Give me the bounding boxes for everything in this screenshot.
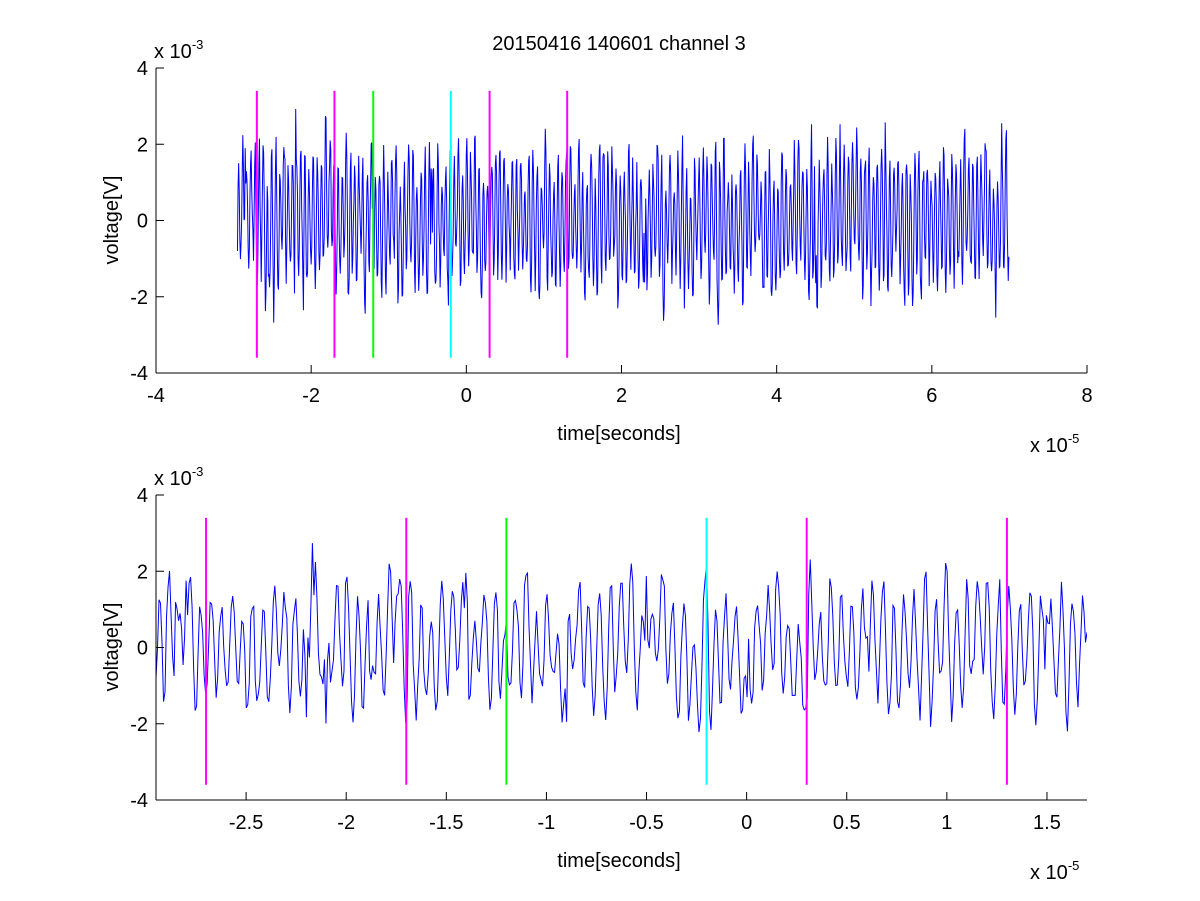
plot-area-bottom: [156, 517, 1087, 785]
x-tick-label-bottom-3: -1.5: [429, 812, 463, 834]
y-tick-label-bottom-1: 2: [137, 561, 148, 583]
y-tick-label-top-1: 2: [137, 134, 148, 156]
ylabel-bottom: voltage[V]: [101, 603, 123, 692]
y-multiplier-bottom-base: x 10: [154, 468, 192, 490]
x-multiplier-bottom-exp: -5: [1068, 858, 1080, 873]
y-tick-label-top-0: 4: [137, 58, 148, 80]
y-multiplier-bottom-exp: -3: [192, 464, 204, 479]
y-tick-label-bottom-3: -2: [130, 714, 148, 736]
plot-area-top: [236, 90, 1010, 358]
axes-bottom: voltage[V] time[seconds] x 10-3 x 10-5 -…: [101, 464, 1087, 884]
x-tick-label-bottom-8: 1: [941, 812, 952, 834]
ylabel-top: voltage[V]: [101, 176, 123, 265]
y-multiplier-top-base: x 10: [154, 41, 192, 63]
x-tick-label-bottom-4: -1: [538, 812, 556, 834]
xlabel-top: time[seconds]: [557, 423, 680, 445]
x-tick-label-bottom-9: 1.5: [1033, 812, 1061, 834]
x-tick-label-top-0: -4: [147, 385, 165, 407]
y-tick-label-bottom-2: 0: [137, 638, 148, 660]
signal-series-bottom: [156, 543, 1087, 733]
x-tick-label-top-2: 0: [461, 385, 472, 407]
figure-title: 20150416 140601 channel 3: [492, 33, 746, 55]
x-tick-label-top-5: 6: [926, 385, 937, 407]
y-multiplier-top: x 10-3: [154, 37, 203, 63]
y-multiplier-bottom: x 10-3: [154, 464, 203, 490]
x-tick-label-top-3: 2: [616, 385, 627, 407]
y-tick-label-top-4: -4: [130, 363, 148, 385]
x-tick-label-bottom-1: -2.5: [229, 812, 263, 834]
x-multiplier-top-exp: -5: [1068, 431, 1080, 446]
x-tick-label-top-6: 8: [1081, 385, 1092, 407]
y-tick-label-bottom-4: -4: [130, 790, 148, 812]
x-tick-label-bottom-2: -2: [337, 812, 355, 834]
xlabel-bottom: time[seconds]: [557, 850, 680, 872]
x-tick-label-top-1: -2: [302, 385, 320, 407]
x-multiplier-top: x 10-5: [1030, 431, 1079, 457]
x-multiplier-bottom-base: x 10: [1030, 862, 1068, 884]
x-tick-label-bottom-5: -0.5: [629, 812, 663, 834]
x-tick-label-bottom-6: 0: [741, 812, 752, 834]
y-tick-label-top-3: -2: [130, 287, 148, 309]
x-tick-label-top-4: 4: [771, 385, 782, 407]
x-multiplier-bottom: x 10-5: [1030, 858, 1079, 884]
signal-series-top: [236, 108, 1010, 325]
y-tick-label-top-2: 0: [137, 211, 148, 233]
x-multiplier-top-base: x 10: [1030, 435, 1068, 457]
y-multiplier-top-exp: -3: [192, 37, 204, 52]
y-tick-label-bottom-0: 4: [137, 485, 148, 507]
x-tick-label-bottom-7: 0.5: [833, 812, 861, 834]
axes-top: voltage[V] time[seconds] x 10-3 x 10-5 -…: [101, 37, 1093, 457]
